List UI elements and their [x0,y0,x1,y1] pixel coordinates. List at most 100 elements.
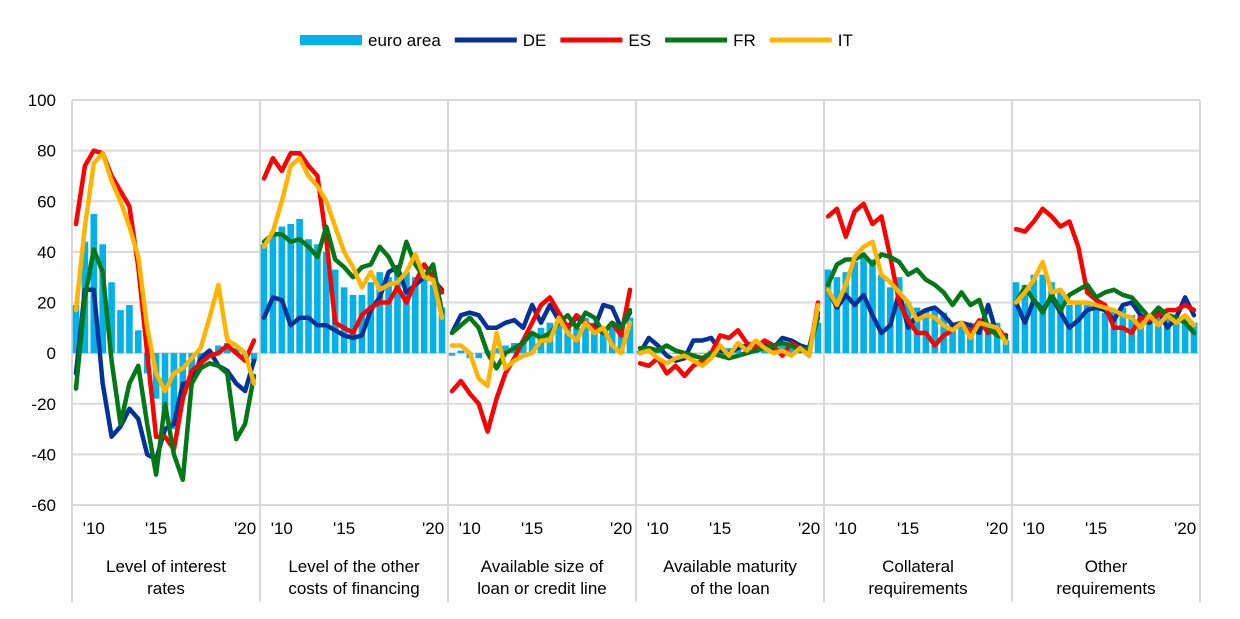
euro-area-bar [931,307,939,354]
euro-area-bar [170,353,178,430]
panel-label: Available size of [481,557,604,576]
x-tick-label: '15 [897,519,919,538]
series-line-it [261,155,445,320]
euro-area-bar [1002,340,1010,354]
euro-area-bar [403,272,410,354]
euro-area-bar [699,353,706,354]
euro-area-bar [851,262,858,354]
euro-area-bar [1137,315,1144,354]
euro-area-bar [833,277,841,354]
x-tick-label: '15 [709,519,731,538]
euro-area-bar [672,353,679,354]
euro-area-bar [1190,322,1198,354]
euro-area-bar [984,322,992,354]
euro-area-bar [824,269,832,354]
euro-area-bar [502,345,509,354]
euro-area-bar [600,327,607,354]
euro-area-bar [1012,282,1020,354]
x-tick-label: '10 [83,519,105,538]
euro-area-bar [528,332,536,354]
euro-area-bar [367,282,375,354]
euro-area-bar [993,322,1001,354]
euro-area-bar [1110,310,1118,354]
x-tick-label: '20 [986,519,1008,538]
euro-area-bar [626,317,634,354]
x-tick-label: '10 [271,519,293,538]
euro-area-bar [90,213,98,354]
euro-area-bar [1181,315,1189,354]
euro-area-bar [1075,302,1082,354]
y-tick-label: 60 [37,192,56,211]
panel-label: loan or credit line [477,579,606,598]
legend-label: DE [523,31,547,50]
euro-area-bar [448,353,456,356]
euro-area-bar [250,353,258,361]
y-tick-label: -60 [31,496,56,515]
x-tick-label: '20 [1174,519,1196,538]
euro-area-bar [555,325,563,354]
euro-area-bar [349,294,357,354]
series-line-de [449,302,633,336]
euro-area-bar [591,322,598,354]
series-line-it [449,315,633,389]
x-tick-label: '15 [145,519,167,538]
legend-label: FR [733,31,756,50]
euro-area-bar [438,307,446,354]
euro-area-bar [420,279,428,354]
euro-area-bar [842,272,850,354]
euro-area-bar [860,256,867,354]
y-tick-label: -40 [31,445,56,464]
series-line-fr [637,315,821,361]
y-tick-label: -20 [31,395,56,414]
euro-area-bar [608,322,616,354]
euro-area-bar [376,272,383,354]
y-tick-label: 40 [37,243,56,262]
series-line-es [637,300,821,379]
panel-label: Level of the other [288,557,420,576]
euro-area-bar [949,322,956,354]
series-line-it [1013,259,1197,331]
series-line-it [637,302,821,369]
series-line-es [261,150,445,336]
euro-area-bar [958,322,965,354]
x-tick-label: '15 [1085,519,1107,538]
euro-area-bar [314,244,321,354]
euro-area-bar [340,287,348,354]
series-line-fr [73,247,257,482]
euro-area-bar [358,294,366,354]
euro-area-bar [869,259,876,354]
panel-label: requirements [1056,579,1155,598]
x-tick-label: '10 [835,519,857,538]
x-tick-label: '15 [333,519,355,538]
euro-area-bar [287,224,294,354]
euro-area-bar [814,322,822,354]
euro-area-bar [385,277,392,354]
panel-label: costs of financing [288,579,419,598]
euro-area-bar [278,226,286,354]
legend-label: ES [628,31,651,50]
euro-area-bar [161,353,169,417]
y-tick-label: 80 [37,142,56,161]
euro-area-bar [1172,317,1180,354]
euro-area-bar [617,327,625,354]
euro-area-bar [1057,292,1064,354]
y-tick-label: 0 [47,344,56,363]
panel-label: requirements [868,579,967,598]
panel-label: of the loan [690,579,769,598]
euro-area-bar [1101,312,1109,354]
euro-area-bar [788,345,795,354]
series-line-fr [1013,282,1197,336]
euro-area-bar [1083,305,1091,354]
panel-label: Other [1085,557,1128,576]
x-tick-label: '10 [647,519,669,538]
euro-area-bar [429,284,437,354]
x-tick-label: '20 [610,519,632,538]
euro-area-bar [412,277,419,354]
x-tick-label: '20 [422,519,444,538]
euro-area-bar [878,274,885,354]
euro-area-bar [126,305,133,354]
euro-area-bar [1048,282,1055,354]
euro-area-bar [564,322,571,354]
y-tick-label: 20 [37,294,56,313]
